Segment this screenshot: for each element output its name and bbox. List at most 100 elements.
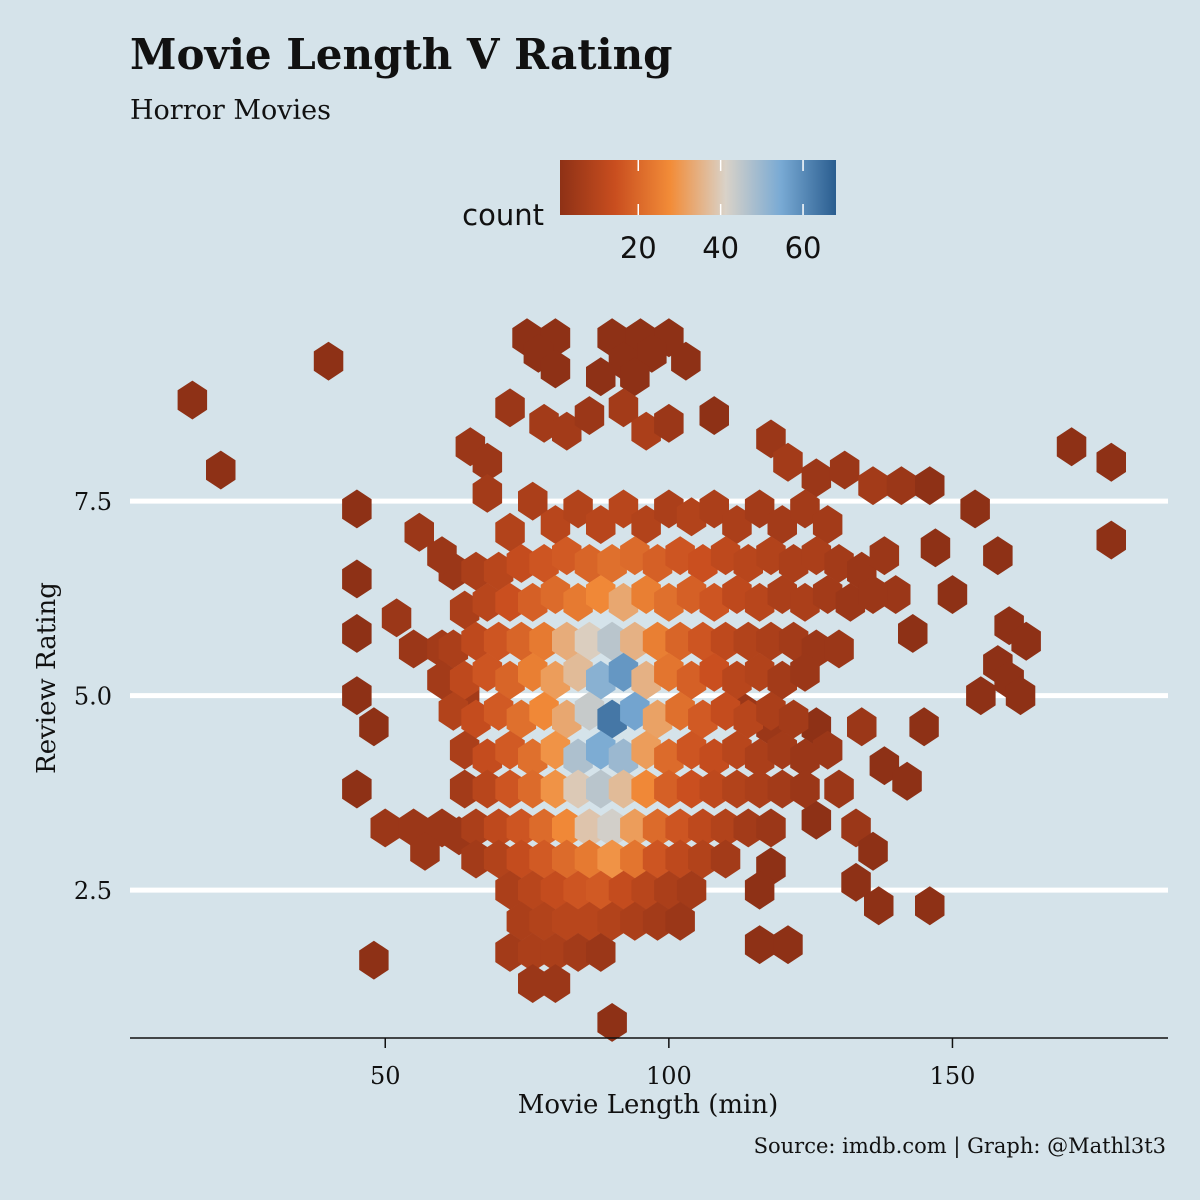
hexbin-101 <box>812 505 843 544</box>
legend-tick-label-1: 40 <box>702 231 739 265</box>
hexbin-layer <box>177 318 1126 1042</box>
hexbin-267 <box>518 933 548 972</box>
hexbin-137 <box>812 575 843 614</box>
hexbin-223 <box>461 808 491 848</box>
hexbin-203 <box>722 730 752 770</box>
hexbin-236 <box>756 808 786 848</box>
hexbin-201 <box>676 730 707 770</box>
hexbin-147 <box>597 621 627 661</box>
hexbin-1 <box>313 341 344 381</box>
hexbin-192 <box>472 738 503 778</box>
hexbin-106 <box>552 536 582 576</box>
hexbin-244 <box>620 839 650 879</box>
y-axis-title: Review Rating <box>32 582 62 774</box>
hexbin-166 <box>608 652 639 692</box>
hexbin-165 <box>586 660 616 700</box>
hexbin-249 <box>495 870 525 910</box>
hexbin-65 <box>841 808 871 848</box>
hexbin-39 <box>915 466 945 506</box>
hexbin-239 <box>506 839 537 879</box>
hexbin-47 <box>881 575 911 614</box>
hexbin-245 <box>642 839 673 879</box>
hexbin-237 <box>461 839 491 879</box>
hexbin-253 <box>586 870 616 910</box>
hexbin-61 <box>869 746 900 786</box>
hexbin-133 <box>722 575 752 614</box>
x-tick-label-2: 150 <box>930 1062 976 1090</box>
x-tick-label-1: 100 <box>646 1062 692 1090</box>
hexbin-45 <box>920 528 951 568</box>
chart-title: Movie Length V Rating <box>130 30 673 79</box>
hexbin-271 <box>518 964 548 1003</box>
hexbin-174 <box>790 652 820 692</box>
hexbin-240 <box>529 839 559 879</box>
hexbin-176 <box>461 699 491 739</box>
legend-title: count <box>462 198 544 232</box>
hexbin-232 <box>665 808 695 848</box>
hexbin-4 <box>597 1003 627 1042</box>
hexbin-71 <box>915 886 945 926</box>
hexbin-225 <box>506 808 537 848</box>
hexbin-169 <box>676 660 707 700</box>
hexbin-130 <box>654 582 684 622</box>
hexbin-252 <box>563 870 593 910</box>
hexbin-259 <box>529 901 559 941</box>
hexbin-219 <box>722 769 752 809</box>
hexbin-208 <box>472 769 503 809</box>
hexbin-90 <box>563 489 593 529</box>
hexbin-167 <box>631 660 661 700</box>
hexbin-138 <box>835 582 866 622</box>
hexbin-115 <box>756 536 786 576</box>
hexbin-220 <box>744 769 775 809</box>
hexbin-120 <box>869 536 900 576</box>
hexbin-248 <box>710 839 741 879</box>
hexbin-213 <box>586 769 616 809</box>
hexbin-212 <box>563 769 593 809</box>
hexbin-142 <box>483 621 514 661</box>
hexbin-270 <box>586 933 616 972</box>
hexbin-107 <box>574 544 605 583</box>
hexbin-6 <box>359 707 389 747</box>
hexbin-260 <box>552 901 582 941</box>
hexbin-254 <box>608 870 639 910</box>
hexbin-34 <box>773 442 803 482</box>
hexbin-264 <box>642 901 673 941</box>
hexbin-172 <box>744 652 775 692</box>
hexbin-24 <box>529 403 559 443</box>
hexbin-255 <box>631 870 661 910</box>
hexbin-218 <box>699 769 729 809</box>
hexbin-116 <box>778 544 809 583</box>
chart-subtitle: Horror Movies <box>130 95 331 126</box>
hexbin-170 <box>699 652 729 692</box>
hexbin-76 <box>370 808 400 848</box>
hexbin-100 <box>790 489 820 529</box>
hexbin-2 <box>206 450 236 490</box>
x-axis-title: Movie Length (min) <box>518 1090 778 1120</box>
hexbin-95 <box>676 497 707 537</box>
hexbin-112 <box>688 544 718 583</box>
hexbin-92 <box>608 489 639 529</box>
hexbin-210 <box>518 769 548 809</box>
legend-tick-label-2: 60 <box>785 231 822 265</box>
hexbin-72 <box>744 925 775 965</box>
hexbin-173 <box>767 660 797 700</box>
hexbin-135 <box>767 575 797 614</box>
hexbin-8 <box>342 559 372 599</box>
hexbin-143 <box>506 621 537 661</box>
hexbin-257 <box>676 870 707 910</box>
hexbin-121 <box>449 590 480 630</box>
hexbin-98 <box>744 489 775 529</box>
hexbin-29 <box>654 403 684 443</box>
hexbin-134 <box>744 582 775 622</box>
hexbin-48 <box>898 614 928 653</box>
hexbin-215 <box>631 769 661 809</box>
hexbin-151 <box>688 621 718 661</box>
hexbin-80 <box>410 831 440 871</box>
hexbin-74 <box>381 598 412 638</box>
hexbin-228 <box>574 808 605 848</box>
hexbin-20 <box>671 341 701 381</box>
hexbin-209 <box>495 769 525 809</box>
hexbin-183 <box>620 691 650 731</box>
hexbin-21 <box>586 357 616 397</box>
hexbin-10 <box>342 676 372 716</box>
